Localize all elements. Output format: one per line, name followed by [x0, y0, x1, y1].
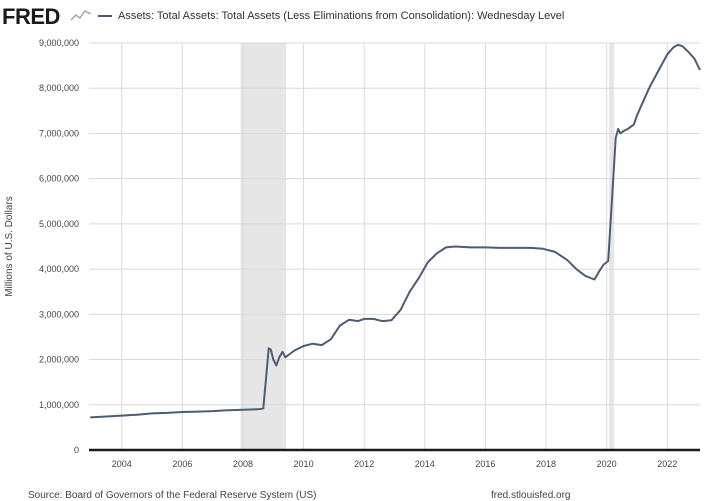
x-tick-label-9: 2022	[657, 459, 677, 469]
x-tick-label-1: 2006	[172, 459, 192, 469]
y-tick-label-4: 4,000,000	[39, 264, 79, 274]
x-tick-label-3: 2010	[294, 459, 314, 469]
y-tick-label-9: 9,000,000	[39, 38, 79, 48]
y-axis-label: Millions of U.S. Dollars	[4, 196, 15, 297]
x-tick-label-6: 2016	[475, 459, 495, 469]
y-tick-label-3: 3,000,000	[39, 309, 79, 319]
sparkline-icon	[70, 10, 92, 21]
y-tick-label-0: 0	[74, 445, 79, 455]
series-title: Assets: Total Assets: Total Assets (Less…	[118, 10, 565, 22]
recession-band-0	[240, 43, 286, 450]
chart-header: FRED Assets: Total Assets: Total Assets …	[0, 0, 728, 34]
x-tick-label-8: 2020	[597, 459, 617, 469]
series-line-0	[90, 43, 701, 419]
x-tick-label-4: 2012	[354, 459, 374, 469]
fred-logo[interactable]: FRED	[2, 4, 60, 29]
y-tick-label-7: 7,000,000	[39, 128, 79, 138]
x-tick-label-2: 2008	[233, 459, 253, 469]
y-tick-label-8: 8,000,000	[39, 83, 79, 93]
x-tick-label-7: 2018	[536, 459, 556, 469]
y-tick-label-1: 1,000,000	[39, 400, 79, 410]
y-tick-label-6: 6,000,000	[39, 174, 79, 184]
x-tick-label-5: 2014	[415, 459, 435, 469]
source-note: Source: Board of Governors of the Federa…	[28, 490, 317, 501]
legend: Assets: Total Assets: Total Assets (Less…	[98, 10, 564, 22]
y-tick-label-5: 5,000,000	[39, 219, 79, 229]
line-chart[interactable]: 0 1,000,000 2,000,000 3,000,000 4,000,000 5,0…	[0, 34, 728, 486]
y-tick-label-2: 2,000,000	[39, 355, 79, 365]
x-tick-label-0: 2004	[112, 459, 132, 469]
chart-area[interactable]: 0 1,000,000 2,000,000 3,000,000 4,000,000 5,0…	[0, 34, 728, 486]
recession-band-1	[609, 43, 615, 450]
legend-swatch	[98, 15, 112, 17]
site-link[interactable]: fred.stlouisfed.org	[491, 490, 571, 501]
